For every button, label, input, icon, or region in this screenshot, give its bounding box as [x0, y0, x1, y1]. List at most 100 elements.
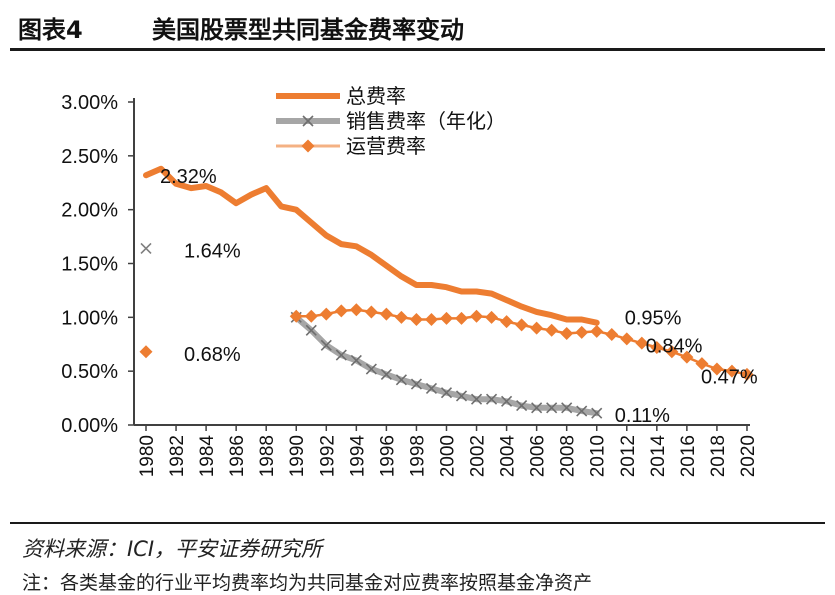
- x-tick-label: 1990: [287, 435, 308, 477]
- sales-fee-point-marker: [501, 395, 513, 407]
- x-tick-label: 1992: [317, 435, 338, 477]
- operating-fee-point-marker: [695, 357, 709, 371]
- operating-fee-point-marker: [455, 311, 469, 325]
- data-label: 0.47%: [701, 366, 758, 388]
- operating-fee-point-marker: [409, 312, 423, 326]
- operating-fee-point-marker: [590, 324, 604, 338]
- y-tick-label: 1.00%: [61, 307, 118, 329]
- operating-fee-point-marker: [304, 309, 318, 323]
- x-tick-label: 2012: [618, 435, 639, 477]
- sales-fee-point-marker: [410, 378, 423, 390]
- data-label: 2.32%: [160, 166, 217, 188]
- sales-fee-point-marker: [455, 390, 468, 402]
- footnote: 注：各类基金的行业平均费率均为共同基金对应费率按照基金净资产: [22, 572, 593, 594]
- x-tick-label: 1980: [137, 435, 158, 477]
- fee-rate-line-chart: 0.00% 0.50% 1.00% 1.50% 2.00% 2.50% 3.00% 1980 1…: [61, 85, 759, 478]
- sales-fee-point-marker: [531, 402, 543, 414]
- operating-fee-point-marker: [500, 315, 514, 329]
- x-tick-label: 1994: [347, 435, 368, 478]
- data-label: 0.95%: [625, 308, 682, 330]
- source-note: 资料来源：ICI，平安证券研究所: [22, 537, 323, 561]
- operating-fee-point-marker: [394, 310, 408, 324]
- footer-rule: [10, 522, 825, 524]
- operating-fee-point-marker: [485, 310, 499, 324]
- sales-fee-point-marker: [561, 402, 573, 414]
- x-tick-label: 2000: [437, 435, 458, 477]
- legend-marker-sales: [302, 115, 314, 127]
- sales-fee-point-marker: [425, 382, 438, 394]
- x-tick-label: 1982: [167, 435, 188, 477]
- x-tick-label: 1996: [377, 435, 398, 477]
- operating-fee-point-marker: [364, 305, 378, 319]
- operating-fee-point-marker: [289, 309, 303, 323]
- x-tick-label: 2002: [468, 435, 489, 477]
- sales-fee-point-marker: [365, 363, 377, 375]
- operating-fee-point-marker: [650, 340, 664, 354]
- legend-marker-operating: [301, 139, 315, 153]
- operating-fee-point-marker: [530, 321, 544, 335]
- x-tick-label: 2004: [498, 435, 519, 478]
- x-tick-label: 2006: [528, 435, 549, 477]
- x-tick-label: 2010: [588, 435, 609, 477]
- operating-fee-point-marker: [470, 309, 484, 323]
- sales-fee-point-marker: [395, 374, 407, 386]
- x-tick-label: 2018: [708, 435, 729, 477]
- data-label: 0.84%: [646, 336, 703, 358]
- operating-fee-point-marker: [545, 323, 559, 337]
- sales-fee-point-marker: [320, 339, 332, 351]
- x-tick-label: 2014: [648, 435, 669, 478]
- sales-fee-point-marker: [335, 349, 347, 361]
- x-tick-label: 1988: [257, 435, 278, 477]
- operating-fee-point-marker: [605, 328, 619, 342]
- legend-label: 销售费率（年化）: [346, 110, 506, 133]
- legend-label: 运营费率: [346, 135, 426, 158]
- sales-fee-point-marker: [516, 400, 528, 412]
- sales-fee-point-marker: [485, 393, 498, 405]
- sales-fee-point-marker: [470, 393, 483, 405]
- x-tick-label: 2020: [738, 435, 759, 477]
- operating-fee-point-marker: [515, 318, 529, 332]
- sales-fee-point-marker: [305, 324, 317, 336]
- operating-fee-point-marker: [725, 364, 739, 378]
- sales-fee-point-marker: [380, 368, 392, 380]
- operating-fee-point-marker: [139, 345, 153, 359]
- operating-fee-point-marker: [740, 367, 754, 381]
- y-tick-label: 1.50%: [61, 254, 118, 276]
- sales-fee-point-marker: [440, 387, 453, 399]
- operating-fee-point-marker: [665, 345, 679, 359]
- y-tick-label: 2.00%: [61, 200, 118, 222]
- x-tick-label: 1998: [407, 435, 428, 477]
- sales-fee-point-marker: [546, 402, 558, 414]
- sales-fee-point-marker: [140, 242, 152, 254]
- x-tick-label: 2008: [558, 435, 579, 477]
- operating-fee-point-marker: [379, 307, 393, 321]
- y-tick-label: 3.00%: [61, 92, 118, 114]
- operating-fee-point-marker: [575, 325, 589, 339]
- x-tick-label: 1986: [227, 435, 248, 477]
- operating-fee-point-marker: [334, 304, 348, 318]
- operating-fee-point-marker: [439, 311, 453, 325]
- sales-fee-point-marker: [350, 354, 362, 366]
- x-tick-label: 2016: [678, 435, 699, 477]
- series-line-0: [143, 165, 600, 326]
- data-label: 1.64%: [184, 240, 241, 262]
- figure-title: 美国股票型共同基金费率变动: [152, 16, 464, 44]
- figure-number: 图表4: [18, 16, 83, 44]
- operating-fee-point-marker: [710, 362, 724, 376]
- sales-fee-point-marker: [576, 405, 588, 417]
- x-tick-label: 1984: [197, 435, 218, 478]
- y-tick-label: 0.50%: [61, 361, 118, 383]
- data-label: 0.68%: [184, 344, 241, 366]
- operating-fee-point-marker: [424, 312, 438, 326]
- operating-fee-point-marker: [635, 336, 649, 350]
- legend-label: 总费率: [346, 85, 406, 108]
- sales-fee-point-marker: [591, 407, 603, 419]
- operating-fee-point-marker: [319, 307, 333, 321]
- operating-fee-point-marker: [680, 350, 694, 364]
- operating-fee-point-marker: [620, 332, 634, 346]
- figure-header: 图表4 美国股票型共同基金费率变动: [0, 0, 835, 56]
- operating-fee-point-marker: [560, 326, 574, 340]
- header-rule: [10, 48, 825, 51]
- data-label: 0.11%: [615, 405, 670, 427]
- y-tick-label: 0.00%: [61, 415, 118, 437]
